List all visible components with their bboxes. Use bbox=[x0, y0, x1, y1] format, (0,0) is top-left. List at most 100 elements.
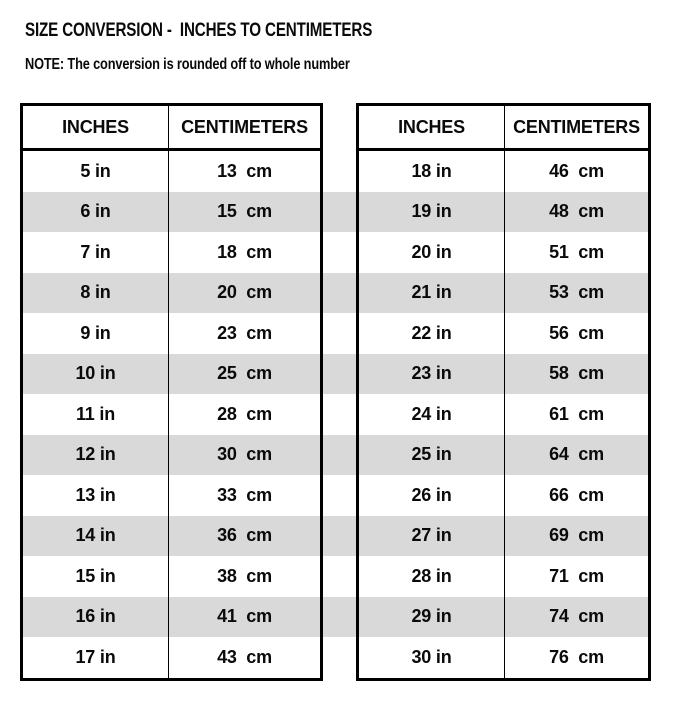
table-body: 5 in 13 cm 6 in 15 cm 7 in 18 cm 8 in 20 cm 9 in… bbox=[23, 151, 320, 678]
table-gap-striped-column bbox=[323, 103, 356, 678]
inches-cell: 11 in bbox=[75, 403, 116, 424]
table-row: 8 in 20 cm bbox=[23, 272, 320, 313]
table-row: 19 in 48 cm bbox=[359, 191, 648, 232]
gap-stripe-row bbox=[323, 434, 356, 475]
centimeters-cell: 28 cm bbox=[168, 394, 320, 435]
inches-cell: 5 in bbox=[80, 160, 111, 181]
centimeters-cell: 20 cm bbox=[168, 272, 320, 313]
gap-stripe-row bbox=[323, 515, 356, 556]
centimeters-cell: 69 cm bbox=[504, 515, 648, 556]
inches-cell: 27 in bbox=[411, 525, 452, 546]
centimeters-cell: 71 cm bbox=[504, 556, 648, 597]
page-title: SIZE CONVERSION - INCHES TO CENTIMETERS bbox=[25, 20, 373, 41]
inches-cell: 20 in bbox=[411, 241, 452, 262]
table-row: 25 in 64 cm bbox=[359, 434, 648, 475]
centimeters-cell: 25 cm bbox=[168, 353, 320, 394]
centimeters-cell: 76 cm bbox=[504, 637, 648, 678]
inches-cell: 7 in bbox=[80, 241, 111, 262]
table-row: 16 in 41 cm bbox=[23, 596, 320, 637]
inches-cell: 28 in bbox=[411, 565, 452, 586]
centimeters-cell: 38 cm bbox=[168, 556, 320, 597]
inches-cell: 10 in bbox=[75, 363, 116, 384]
inches-cell: 16 in bbox=[75, 606, 116, 627]
inches-cell: 17 in bbox=[75, 646, 116, 667]
table-row: 20 in 51 cm bbox=[359, 232, 648, 273]
table-body: 18 in 46 cm 19 in 48 cm 20 in 51 cm 21 in 53 cm… bbox=[359, 151, 648, 678]
inches-cell: 13 in bbox=[75, 484, 116, 505]
column-header-centimeters: CENTIMETERS bbox=[504, 106, 648, 148]
gap-stripe-row bbox=[323, 272, 356, 313]
column-header-inches: INCHES bbox=[62, 116, 129, 137]
inches-cell: 24 in bbox=[411, 403, 452, 424]
table-row: 27 in 69 cm bbox=[359, 515, 648, 556]
column-header-centimeters: CENTIMETERS bbox=[168, 106, 320, 148]
inches-cell: 26 in bbox=[411, 484, 452, 505]
table-row: 6 in 15 cm bbox=[23, 191, 320, 232]
gap-stripe-row bbox=[323, 394, 356, 435]
centimeters-cell: 13 cm bbox=[168, 151, 320, 192]
centimeters-cell: 18 cm bbox=[168, 232, 320, 273]
gap-header-spacer bbox=[323, 103, 356, 151]
centimeters-cell: 51 cm bbox=[504, 232, 648, 273]
gap-stripe-row bbox=[323, 556, 356, 597]
table-row: 5 in 13 cm bbox=[23, 151, 320, 192]
note-text: NOTE: The conversion is rounded off to w… bbox=[25, 56, 350, 73]
centimeters-cell: 36 cm bbox=[168, 515, 320, 556]
gap-stripe-row bbox=[323, 232, 356, 273]
inches-cell: 25 in bbox=[411, 444, 452, 465]
inches-cell: 22 in bbox=[411, 322, 452, 343]
centimeters-cell: 48 cm bbox=[504, 191, 648, 232]
gap-stripe-row bbox=[323, 637, 356, 678]
centimeters-cell: 46 cm bbox=[504, 151, 648, 192]
page-header: SIZE CONVERSION - INCHES TO CENTIMETERS … bbox=[25, 21, 679, 73]
column-header-inches: INCHES bbox=[398, 116, 465, 137]
table-row: 22 in 56 cm bbox=[359, 313, 648, 354]
table-row: 11 in 28 cm bbox=[23, 394, 320, 435]
centimeters-cell: 15 cm bbox=[168, 191, 320, 232]
inches-cell: 21 in bbox=[411, 282, 452, 303]
centimeters-cell: 23 cm bbox=[168, 313, 320, 354]
table-row: 15 in 38 cm bbox=[23, 556, 320, 597]
gap-stripe-row bbox=[323, 313, 356, 354]
table-row: 26 in 66 cm bbox=[359, 475, 648, 516]
table-row: 29 in 74 cm bbox=[359, 596, 648, 637]
table-row: 30 in 76 cm bbox=[359, 637, 648, 678]
inches-cell: 15 in bbox=[75, 565, 116, 586]
centimeters-cell: 61 cm bbox=[504, 394, 648, 435]
gap-stripe-row bbox=[323, 475, 356, 516]
inches-cell: 12 in bbox=[75, 444, 116, 465]
table-row: 28 in 71 cm bbox=[359, 556, 648, 597]
table-row: 9 in 23 cm bbox=[23, 313, 320, 354]
gap-stripe-row bbox=[323, 151, 356, 192]
inches-cell: 19 in bbox=[411, 201, 452, 222]
table-row: 7 in 18 cm bbox=[23, 232, 320, 273]
table-row: 24 in 61 cm bbox=[359, 394, 648, 435]
table-row: 18 in 46 cm bbox=[359, 151, 648, 192]
inches-cell: 30 in bbox=[411, 646, 452, 667]
inches-cell: 23 in bbox=[411, 363, 452, 384]
table-row: 14 in 36 cm bbox=[23, 515, 320, 556]
table-row: 12 in 30 cm bbox=[23, 434, 320, 475]
inches-cell: 6 in bbox=[80, 201, 111, 222]
centimeters-cell: 56 cm bbox=[504, 313, 648, 354]
centimeters-cell: 53 cm bbox=[504, 272, 648, 313]
table-row: 13 in 33 cm bbox=[23, 475, 320, 516]
inches-cell: 29 in bbox=[411, 606, 452, 627]
table-header-row: INCHES CENTIMETERS bbox=[359, 106, 648, 151]
gap-stripe-row bbox=[323, 596, 356, 637]
conversion-table-left: INCHES CENTIMETERS 5 in 13 cm 6 in 15 cm 7 i… bbox=[20, 103, 323, 681]
centimeters-cell: 33 cm bbox=[168, 475, 320, 516]
gap-stripe-row bbox=[323, 353, 356, 394]
table-row: 10 in 25 cm bbox=[23, 353, 320, 394]
centimeters-cell: 66 cm bbox=[504, 475, 648, 516]
conversion-tables: INCHES CENTIMETERS 5 in 13 cm 6 in 15 cm 7 i… bbox=[20, 103, 679, 681]
gap-stripe-row bbox=[323, 191, 356, 232]
centimeters-cell: 43 cm bbox=[168, 637, 320, 678]
conversion-table-right: INCHES CENTIMETERS 18 in 46 cm 19 in 48 cm 2… bbox=[356, 103, 651, 681]
table-row: 17 in 43 cm bbox=[23, 637, 320, 678]
inches-cell: 9 in bbox=[80, 322, 111, 343]
table-header-row: INCHES CENTIMETERS bbox=[23, 106, 320, 151]
inches-cell: 18 in bbox=[411, 160, 452, 181]
centimeters-cell: 58 cm bbox=[504, 353, 648, 394]
centimeters-cell: 30 cm bbox=[168, 434, 320, 475]
